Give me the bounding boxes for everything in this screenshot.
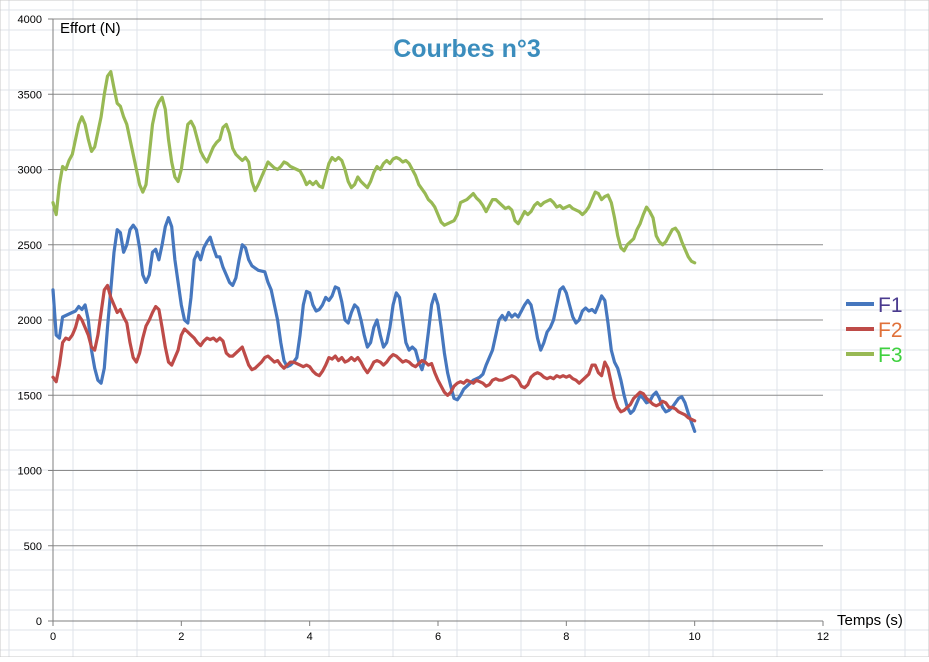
y-tick-label: 2000 bbox=[18, 315, 42, 327]
series-line-f3 bbox=[51, 70, 697, 265]
y-tick-label: 3000 bbox=[18, 165, 42, 177]
y-tick-label: 500 bbox=[24, 541, 42, 553]
legend-label-f2: F2 bbox=[878, 319, 903, 342]
y-tick-label: 2500 bbox=[18, 240, 42, 252]
y-tick-label: 1500 bbox=[18, 390, 42, 402]
x-tick-label: 2 bbox=[178, 631, 184, 643]
gridlines bbox=[53, 18, 823, 547]
legend-label-f3: F3 bbox=[878, 344, 903, 367]
x-tick-label: 10 bbox=[689, 631, 701, 643]
series-line-f2 bbox=[51, 283, 697, 423]
x-tick-label: 8 bbox=[563, 631, 569, 643]
x-tick-label: 0 bbox=[50, 631, 56, 643]
x-axis-ticks: 0 2 4 6 8 10 12 bbox=[50, 621, 829, 643]
x-tick-label: 12 bbox=[817, 631, 829, 643]
y-axis-title: Effort (N) bbox=[60, 20, 121, 37]
chart-title: Courbes n°3 bbox=[393, 35, 541, 63]
legend-label-f1: F1 bbox=[878, 294, 903, 317]
x-tick-label: 6 bbox=[435, 631, 441, 643]
y-tick-label: 3500 bbox=[18, 89, 42, 101]
x-axis-title: Temps (s) bbox=[837, 612, 903, 629]
series-line-f1 bbox=[51, 216, 697, 433]
y-tick-label: 1000 bbox=[18, 466, 42, 478]
y-axis-ticks: 0 500 1000 1500 2000 2500 3000 3500 4000 bbox=[18, 14, 53, 628]
y-tick-label: 4000 bbox=[18, 14, 42, 26]
x-tick-label: 4 bbox=[307, 631, 313, 643]
series-layer bbox=[51, 70, 697, 433]
y-tick-label: 0 bbox=[36, 616, 42, 628]
